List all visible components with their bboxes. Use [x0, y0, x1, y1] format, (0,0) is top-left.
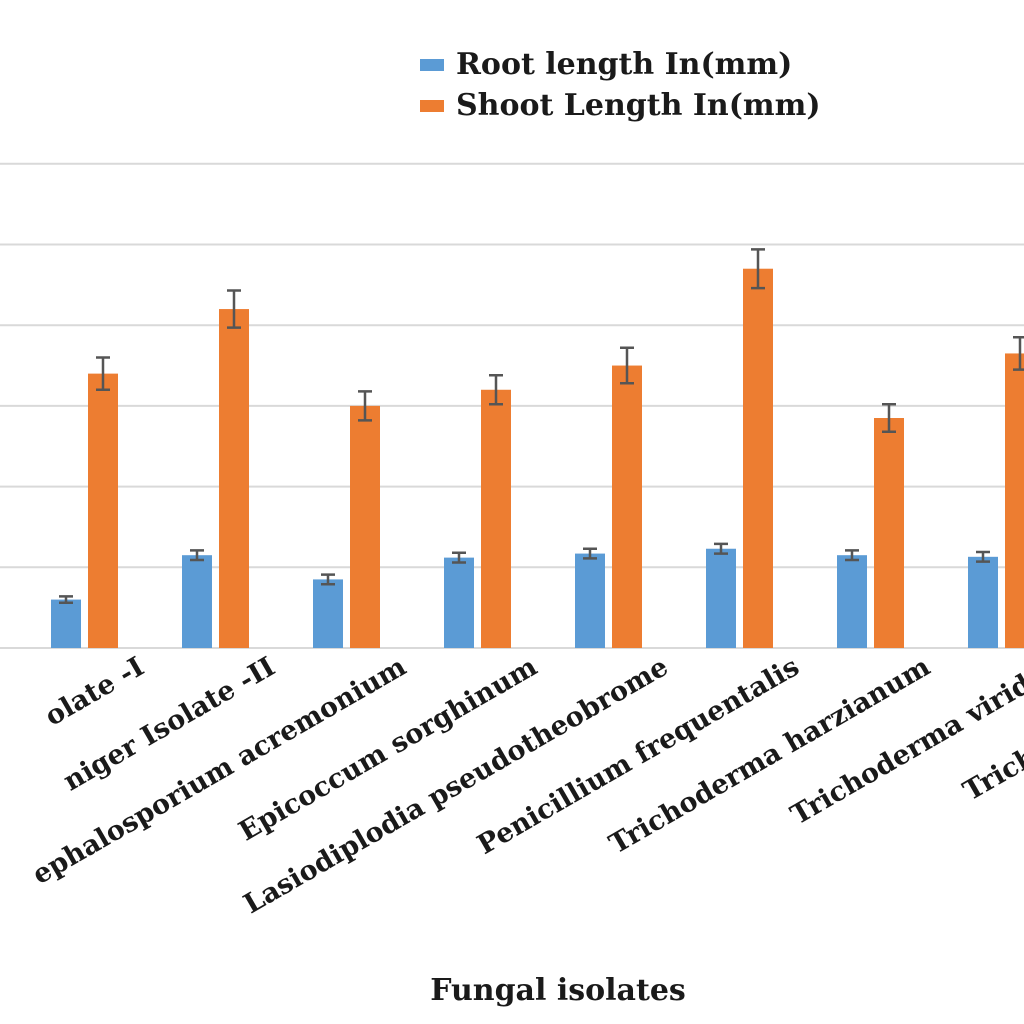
error-bar [59, 595, 73, 605]
legend-swatch-root [420, 59, 444, 71]
x-tick-label: olate -I [40, 651, 150, 732]
bar-shoot-length [1005, 353, 1024, 648]
bar-shoot-length [88, 373, 118, 648]
bar-shoot-length [874, 418, 904, 648]
bar-shoot-length [219, 309, 249, 648]
error-bar [583, 547, 597, 560]
legend-label-shoot: Shoot Length In(mm) [456, 88, 821, 123]
error-bar [227, 289, 241, 329]
bar-root-length [51, 599, 81, 648]
bar-root-length [968, 556, 998, 648]
bar-shoot-length [481, 389, 511, 648]
bar-root-length [706, 548, 736, 648]
bars [51, 248, 1024, 648]
error-bar [1013, 336, 1024, 371]
gridlines [0, 162, 1024, 649]
bar-root-length [444, 557, 474, 648]
error-bar [321, 573, 335, 586]
bar-shoot-length [350, 405, 380, 648]
error-bar [489, 373, 503, 406]
x-tick-label: niger Isolate -II [58, 651, 280, 797]
error-bar [190, 549, 204, 562]
error-bar [620, 346, 634, 385]
error-bar [882, 403, 896, 433]
bar-root-length [575, 553, 605, 648]
error-bar [452, 551, 466, 564]
legend-label-root: Root length In(mm) [456, 47, 792, 82]
bar-root-length [182, 555, 212, 648]
legend-swatch-shoot [420, 100, 444, 112]
legend: Root length In(mm) Shoot Length In(mm) [420, 47, 821, 123]
bar-root-length [837, 555, 867, 648]
bar-root-length [313, 579, 343, 648]
error-bar [96, 356, 110, 392]
error-bar [751, 248, 765, 290]
error-bar [976, 550, 990, 563]
error-bar [358, 390, 372, 422]
x-axis-title: Fungal isolates [430, 973, 686, 1008]
bar-shoot-length [743, 268, 773, 648]
error-bar [714, 542, 728, 555]
error-bar [845, 549, 859, 562]
bar-shoot-length [612, 365, 642, 648]
